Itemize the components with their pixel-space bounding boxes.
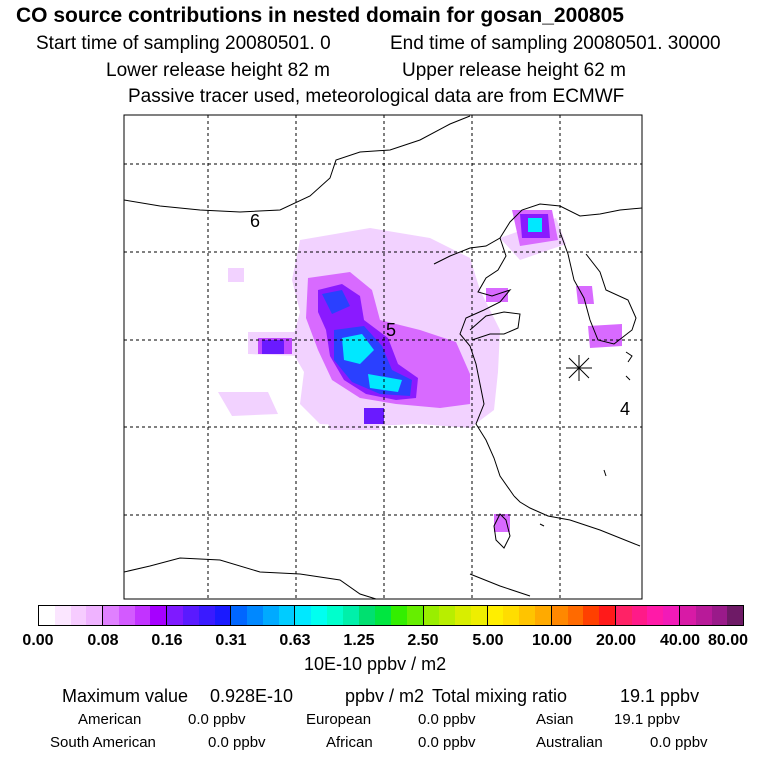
end-time-label: End time of sampling 20080501. 30000 [390, 33, 721, 54]
colorbar-unit: 10E-10 ppbv / m2 [304, 654, 447, 674]
colorbar-swatch [295, 606, 360, 625]
colorbar-swatch [167, 606, 232, 625]
plume-core-blue-north [322, 290, 350, 314]
colorbar-tick: 0.16 [151, 632, 183, 649]
region-name: American [78, 711, 142, 728]
region-label-4: 4 [620, 399, 630, 419]
colorbar-tick: 20.00 [595, 632, 637, 649]
region-value: 0.0 ppbv [208, 734, 266, 751]
plume-strong-south [364, 408, 384, 424]
colorbar-swatch [551, 606, 616, 625]
concentration-field [218, 210, 622, 532]
region-name: African [326, 734, 373, 751]
coastlines [124, 115, 642, 599]
colorbar-tick: 2.50 [407, 632, 439, 649]
colorbar-swatch [39, 606, 104, 625]
region-name: South American [50, 734, 156, 751]
region-value: 0.0 ppbv [418, 734, 476, 751]
plume-core-cyan-se [368, 374, 402, 392]
colorbar-tick: 5.00 [472, 632, 504, 649]
plume-core-cyan-ne [528, 218, 542, 232]
receptor-star-icon [566, 355, 592, 381]
colorbar-swatch [231, 606, 296, 625]
colorbar-swatch [423, 606, 488, 625]
colorbar-tick: 10.00 [531, 632, 573, 649]
region-name: European [306, 711, 372, 728]
region-value: 0.0 ppbv [188, 711, 246, 728]
colorbar-tick: 1.25 [343, 632, 375, 649]
plume-mid-korea [576, 286, 594, 304]
start-time-label: Start time of sampling 20080501. 0 [36, 33, 331, 54]
colorbar-swatch [679, 606, 744, 625]
total-mixing-value: 19.1 ppbv [620, 686, 700, 706]
region-name: Asian [536, 711, 574, 728]
colorbar-swatch [615, 606, 680, 625]
region-label-6: 6 [250, 211, 260, 231]
region-value: 0.0 ppbv [650, 734, 708, 751]
region-value: 19.1 ppbv [614, 711, 680, 728]
total-mixing-label: Total mixing ratio [432, 686, 568, 706]
figure-title: CO source contributions in nested domain… [16, 4, 624, 27]
colorbar-tick: 80.00 [707, 632, 749, 649]
colorbar [38, 605, 744, 626]
lat-lon-grid [124, 115, 642, 599]
plume-core-cyan [342, 334, 374, 364]
region-label-5: 5 [386, 320, 396, 340]
max-value: 0.928E-10 [210, 686, 294, 706]
upper-release-label: Upper release height 62 m [402, 60, 626, 81]
plume-light-small [228, 268, 244, 282]
max-value-unit: ppbv / m2 [345, 686, 425, 706]
region-value: 0.0 ppbv [418, 711, 476, 728]
colorbar-swatch [359, 606, 424, 625]
colorbar-tick: 0.63 [279, 632, 311, 649]
colorbar-tick: 40.00 [659, 632, 701, 649]
plume-mid-korea-s [588, 324, 622, 348]
tracer-info-label: Passive tracer used, meteorological data… [128, 86, 625, 107]
region-name: Australian [536, 734, 603, 751]
colorbar-tick: 0.31 [215, 632, 247, 649]
plume-strong-west [262, 340, 284, 354]
colorbar-swatch [103, 606, 168, 625]
colorbar-swatch [487, 606, 552, 625]
max-value-label: Maximum value [62, 686, 189, 706]
colorbar-tick: 0.00 [22, 632, 54, 649]
map-frame [123, 114, 643, 600]
colorbar-tick: 0.08 [87, 632, 119, 649]
plume-light-sw [218, 392, 278, 416]
lower-release-label: Lower release height 82 m [106, 60, 330, 81]
